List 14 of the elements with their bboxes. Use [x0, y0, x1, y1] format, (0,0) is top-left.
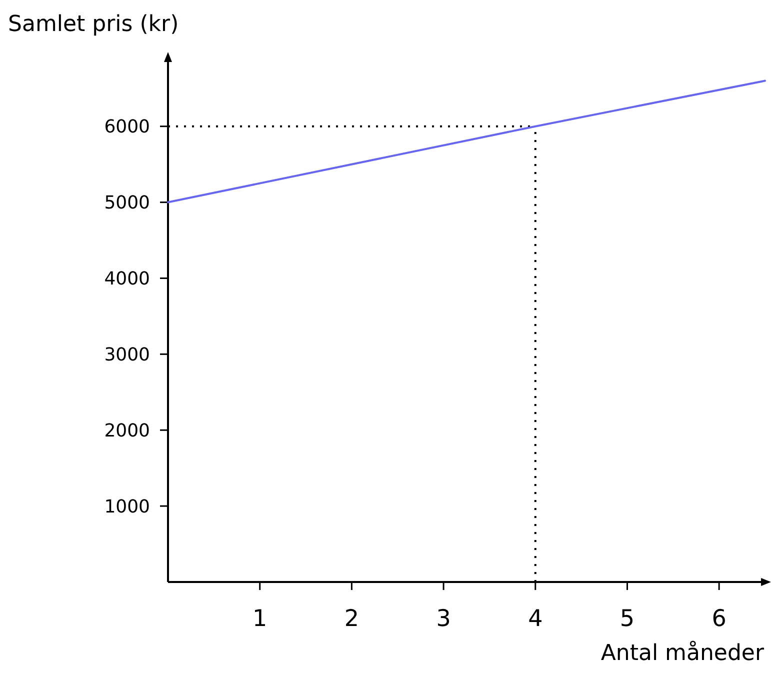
y-tick-label: 1000	[104, 496, 150, 518]
y-tick-label: 6000	[104, 116, 150, 138]
x-tick-label: 2	[344, 606, 360, 632]
y-tick-label: 2000	[104, 420, 150, 442]
x-axis-title: Antal måneder	[600, 640, 765, 666]
x-tick-label: 3	[436, 606, 451, 632]
y-tick-label: 5000	[104, 192, 150, 214]
x-tick-label: 4	[528, 606, 543, 632]
x-tick-label: 1	[252, 606, 268, 632]
x-tick-label: 5	[620, 606, 635, 632]
y-tick-label: 3000	[104, 344, 150, 366]
x-tick-label: 6	[712, 606, 726, 632]
y-axis-title: Samlet pris (kr)	[8, 12, 179, 37]
y-tick-label: 4000	[104, 268, 150, 290]
